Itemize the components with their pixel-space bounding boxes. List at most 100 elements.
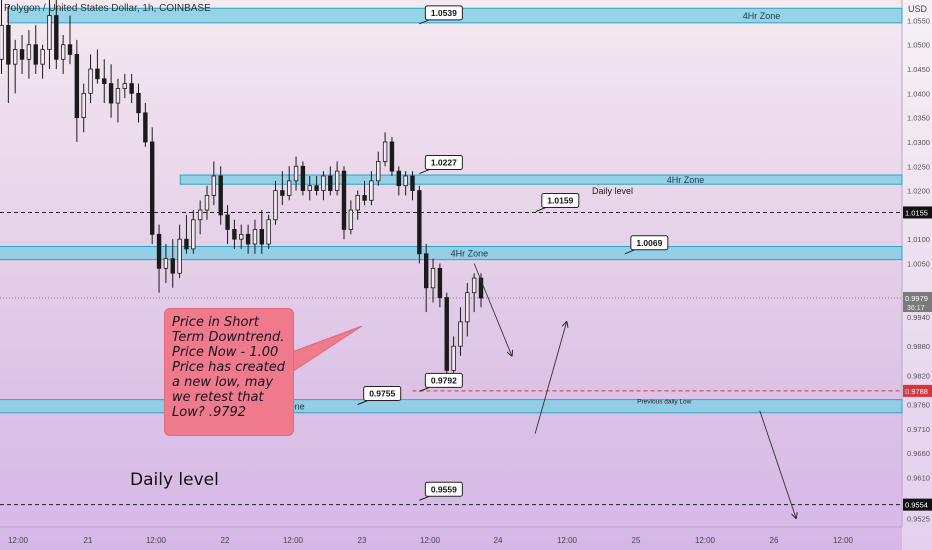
candle-body (252, 229, 258, 245)
candle-body (266, 219, 271, 245)
candle-body (122, 83, 127, 89)
candle-body (163, 258, 169, 269)
candle-body (334, 170, 340, 191)
candle-body (67, 44, 73, 55)
candle-body (437, 267, 443, 298)
y-tick-label: 1.0200 (907, 187, 930, 196)
currency-label: USD (908, 4, 928, 14)
candle-body (170, 258, 175, 274)
price-tag-label: 0.9788 (905, 387, 928, 396)
candle-body (81, 92, 86, 119)
level-callout-box (424, 155, 463, 171)
candle-body (74, 54, 80, 119)
candle-body (396, 170, 401, 187)
candle-body (211, 175, 217, 196)
level-callout-pointer (624, 249, 636, 255)
candle-body (26, 44, 32, 60)
x-tick-label: 23 (358, 536, 367, 545)
candle-body (478, 277, 484, 299)
y-tick-label: 0.9610 (907, 473, 930, 482)
candle-body (389, 141, 395, 172)
candle-body (314, 185, 319, 191)
y-tick-label: 1.0250 (907, 162, 930, 171)
candle-body (369, 180, 374, 201)
candle-body (341, 170, 347, 230)
x-tick-label: 12:00 (8, 536, 29, 545)
y-tick-label: 1.0550 (907, 16, 930, 25)
zone-label: 4Hr Zone (743, 11, 781, 21)
level-callout-box (541, 192, 580, 208)
price-axis-panel (902, 0, 932, 550)
y-tick-label: 1.0450 (907, 65, 930, 74)
zone-label: 4Hr Zone (451, 249, 489, 259)
y-tick-label: 1.0400 (907, 89, 930, 98)
price-tag-bg (903, 292, 932, 313)
candle-body (88, 68, 93, 94)
candle-body (156, 233, 162, 269)
projection-arrow (759, 410, 796, 518)
candle-body (149, 141, 155, 235)
callout-note[interactable]: Price in Short Term Downtrend. Price Now… (164, 308, 294, 436)
x-tick-label: 25 (632, 536, 641, 545)
price-tag-timer: 36:17 (907, 305, 925, 312)
candle-body (273, 190, 278, 221)
y-tick-label: 1.0300 (907, 138, 930, 147)
level-callout-pointer (419, 169, 430, 175)
level-callout-box (630, 235, 669, 251)
candle-body (108, 83, 114, 104)
daily-level-small-label: Daily level (592, 186, 633, 196)
daily-level-annotation[interactable]: Daily level (130, 470, 219, 490)
candle-body (259, 229, 264, 245)
y-tick-label: 0.9760 (907, 400, 930, 409)
candle-body (293, 165, 299, 182)
zone-rect (0, 245, 903, 261)
candle-body (423, 253, 429, 289)
level-callout-box (424, 5, 463, 21)
projection-arrow (473, 263, 512, 356)
candle-body (300, 165, 306, 191)
price-tag-label: 1.0155 (905, 208, 928, 217)
x-tick-label: 12:00 (283, 536, 304, 545)
candle-body (403, 175, 408, 187)
x-tick-label: 21 (84, 536, 93, 545)
candle-body (328, 175, 333, 191)
level-callout-label: 0.9559 (431, 484, 457, 494)
level-callout-label: 0.9755 (369, 388, 395, 398)
level-callout-label: 1.0227 (431, 158, 457, 168)
level-callout-pointer (419, 386, 430, 392)
zone-label: 4Hr Zone (667, 175, 705, 185)
candle-body (286, 180, 292, 196)
x-tick-label: 12:00 (146, 536, 167, 545)
candle-body (321, 175, 326, 191)
callout-tail (291, 325, 363, 373)
candle-body (177, 238, 182, 274)
candle-body (465, 292, 470, 323)
x-tick-label: 12:00 (420, 536, 441, 545)
candle-body (33, 44, 38, 65)
level-callout-label: 0.9792 (431, 375, 457, 385)
candle-body (95, 68, 100, 80)
x-tick-label: 12:00 (557, 536, 578, 545)
candle-body (6, 24, 11, 65)
level-callout-box (424, 481, 463, 497)
level-callout-label: 1.0069 (636, 238, 662, 248)
x-tick-label: 22 (221, 536, 230, 545)
x-tick-label: 12:00 (695, 536, 716, 545)
candle-body (376, 161, 381, 182)
candle-body (362, 195, 367, 201)
candle-body (184, 238, 189, 250)
candle-body (280, 190, 285, 196)
zone-rect (179, 174, 903, 185)
level-callout-box (424, 372, 463, 388)
candle-body (355, 195, 360, 211)
chart-title: Polygon / United States Dollar, 1h, COIN… (4, 3, 211, 14)
candle-body (382, 141, 388, 162)
x-tick-label: 12:00 (833, 536, 854, 545)
candle-body (0, 24, 4, 60)
price-tag-label: 0.9979 (905, 294, 928, 303)
price-tag-bg (903, 384, 932, 397)
y-tick-label: 0.9710 (907, 425, 930, 434)
x-tick-label: 24 (494, 536, 503, 545)
candle-body (191, 219, 196, 250)
